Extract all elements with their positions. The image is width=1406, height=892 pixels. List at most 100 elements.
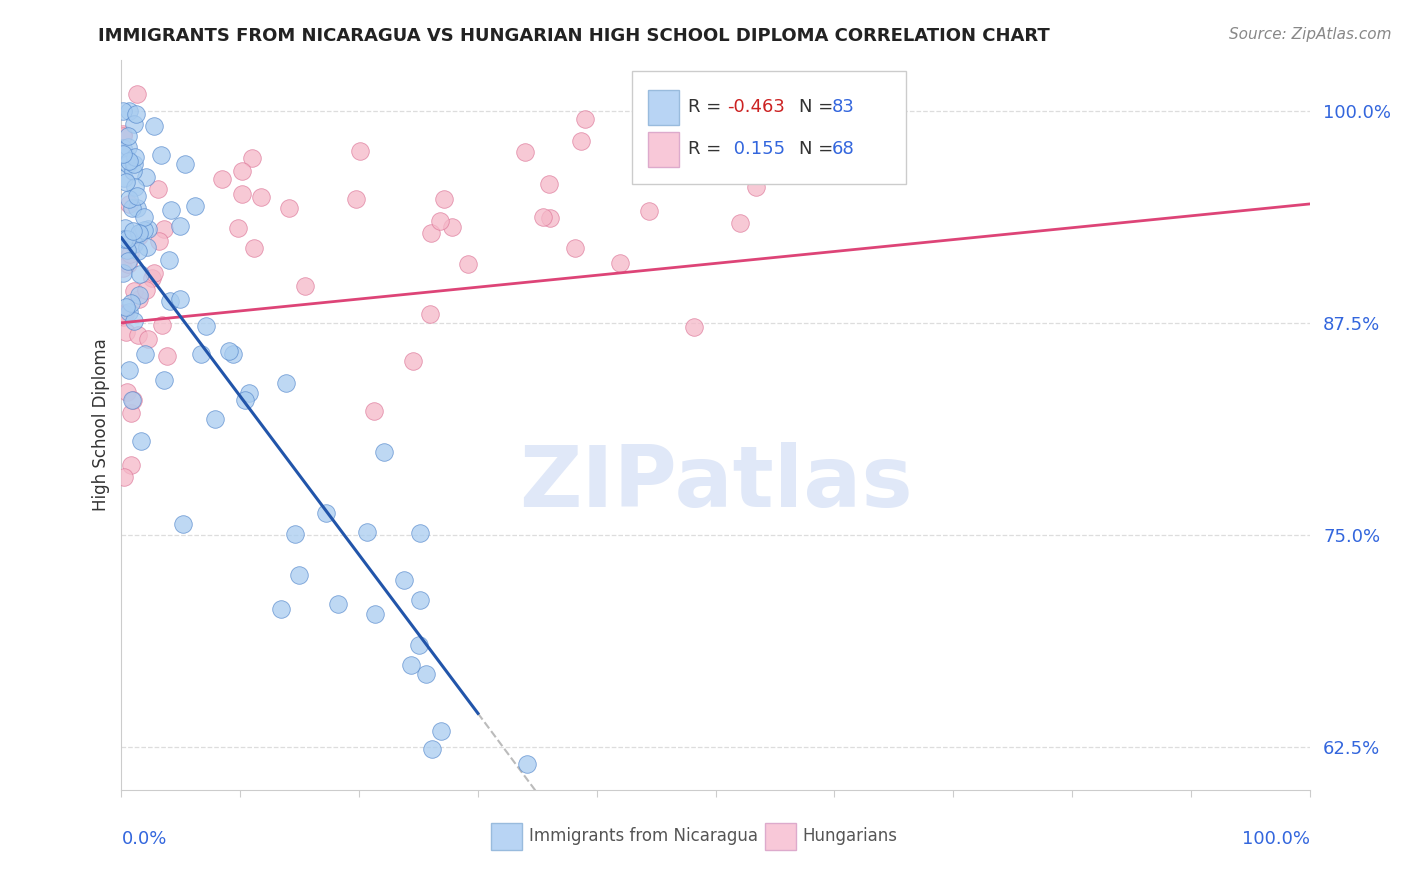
Point (408, 638, 430, 652)
Point (114, 307, 136, 321)
Point (681, 95, 703, 109)
Point (284, 527, 307, 541)
Point (118, 192, 141, 206)
Point (276, 376, 298, 390)
Point (124, 313, 146, 327)
Point (636, 136, 658, 151)
Point (218, 343, 240, 358)
Point (129, 268, 152, 282)
Point (135, 170, 157, 185)
Point (125, 189, 148, 203)
Point (117, 154, 139, 169)
Point (250, 190, 273, 204)
Point (146, 182, 169, 196)
Point (537, 177, 560, 191)
Point (402, 353, 425, 368)
Point (121, 393, 143, 408)
Point (117, 305, 139, 319)
Point (440, 219, 463, 234)
Y-axis label: High School Diploma: High School Diploma (93, 338, 110, 511)
FancyBboxPatch shape (633, 70, 905, 184)
Point (124, 107, 146, 121)
Point (114, 220, 136, 235)
Point (373, 445, 395, 459)
Point (124, 150, 146, 164)
Point (238, 385, 260, 400)
Point (132, 210, 155, 224)
Point (117, 128, 139, 143)
Point (204, 412, 226, 426)
FancyBboxPatch shape (648, 89, 679, 125)
Point (364, 607, 387, 621)
Point (703, 119, 725, 133)
Point (122, 237, 145, 252)
Point (222, 347, 245, 361)
Text: IMMIGRANTS FROM NICARAGUA VS HUNGARIAN HIGH SCHOOL DIPLOMA CORRELATION CHART: IMMIGRANTS FROM NICARAGUA VS HUNGARIAN H… (98, 27, 1050, 45)
Point (129, 434, 152, 448)
FancyBboxPatch shape (648, 132, 679, 167)
Point (160, 202, 183, 217)
Point (115, 232, 138, 246)
Point (142, 120, 165, 134)
Point (169, 219, 191, 233)
Text: 0.155: 0.155 (727, 140, 785, 159)
Point (638, 203, 661, 218)
Point (124, 179, 146, 194)
Point (120, 296, 142, 310)
Point (609, 256, 631, 270)
Point (128, 228, 150, 243)
Point (117, 140, 139, 154)
Point (226, 221, 249, 235)
Point (363, 403, 385, 417)
Text: 100.0%: 100.0% (1241, 830, 1310, 848)
Point (150, 318, 173, 332)
Point (457, 257, 479, 271)
Point (135, 283, 157, 297)
Point (394, 573, 416, 587)
Point (152, 373, 174, 387)
Point (242, 151, 264, 165)
Point (195, 318, 218, 333)
Point (124, 117, 146, 131)
Point (135, 239, 157, 253)
Point (745, 180, 768, 194)
Point (270, 602, 292, 616)
Point (112, 469, 135, 483)
Point (211, 172, 233, 186)
Point (122, 164, 145, 178)
Point (115, 175, 138, 189)
Point (132, 223, 155, 237)
Point (115, 243, 138, 257)
Point (349, 145, 371, 159)
Point (111, 140, 134, 154)
Point (173, 157, 195, 171)
Point (117, 257, 139, 271)
Point (111, 310, 134, 324)
Point (122, 284, 145, 298)
Point (141, 270, 163, 285)
Point (128, 287, 150, 301)
Point (112, 260, 135, 275)
Point (728, 216, 751, 230)
Point (159, 293, 181, 308)
Point (115, 300, 138, 314)
Point (315, 506, 337, 520)
Point (128, 293, 150, 307)
Point (120, 458, 142, 473)
Point (399, 657, 422, 672)
Point (419, 226, 441, 240)
Point (127, 87, 149, 101)
Point (516, 757, 538, 772)
Point (121, 202, 143, 216)
Point (117, 157, 139, 171)
Text: Immigrants from Nicaragua: Immigrants from Nicaragua (529, 827, 758, 845)
Point (111, 266, 134, 280)
Point (294, 278, 316, 293)
Point (111, 103, 134, 118)
Point (409, 592, 432, 607)
Point (134, 347, 156, 361)
Point (150, 147, 173, 161)
Point (538, 211, 561, 225)
Point (120, 247, 142, 261)
Point (143, 266, 166, 280)
